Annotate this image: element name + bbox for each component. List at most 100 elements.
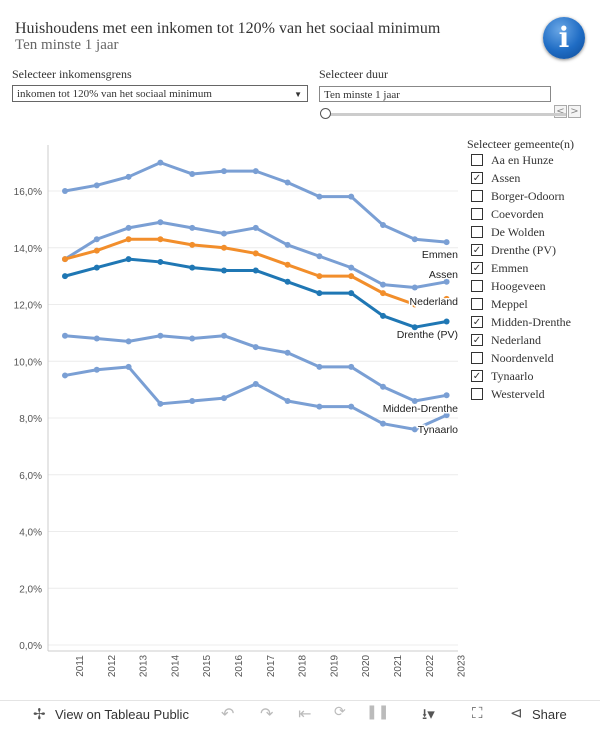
- data-point: [62, 332, 68, 339]
- duration-filter-label: Selecteer duur: [319, 67, 388, 81]
- data-point: [93, 236, 100, 243]
- checkbox[interactable]: ✓: [471, 316, 483, 328]
- income-dropdown-value: inkomen tot 120% van het sociaal minimum: [17, 88, 212, 100]
- data-point: [316, 253, 323, 260]
- page-title: Huishoudens met een inkomen tot 120% van…: [15, 20, 441, 37]
- x-tick-label: 2012: [107, 654, 118, 677]
- data-point: [284, 241, 291, 248]
- data-point: [348, 193, 355, 200]
- legend-title: Selecteer gemeente(n): [467, 137, 574, 151]
- data-point: [93, 264, 100, 271]
- data-point: [157, 219, 164, 226]
- data-point: [157, 159, 164, 166]
- series-end-label: Assen: [429, 269, 458, 281]
- undo-icon[interactable]: ↶: [221, 704, 235, 723]
- x-tick-label: 2020: [361, 654, 372, 677]
- x-tick-label: 2019: [329, 654, 340, 677]
- data-point: [252, 344, 259, 351]
- checkbox[interactable]: [471, 388, 483, 400]
- checkbox[interactable]: [471, 298, 483, 310]
- checkbox[interactable]: [471, 280, 483, 292]
- data-point: [411, 284, 418, 291]
- data-point: [157, 400, 164, 407]
- info-icon[interactable]: i: [543, 17, 585, 59]
- x-tick-label: 2021: [393, 654, 404, 677]
- y-tick-label: 12,0%: [14, 301, 42, 312]
- share-icon[interactable]: ⊲: [510, 704, 523, 722]
- data-point: [411, 397, 418, 404]
- data-point: [380, 420, 386, 427]
- income-dropdown[interactable]: inkomen tot 120% van het sociaal minimum…: [12, 85, 308, 102]
- legend-label: Tynaarlo: [491, 369, 534, 383]
- data-point: [221, 332, 227, 339]
- checkbox[interactable]: [471, 226, 483, 238]
- data-point: [62, 256, 68, 263]
- series-unlabeled-top: [62, 159, 450, 246]
- data-point: [189, 397, 196, 404]
- download-icon[interactable]: ⭳▾: [422, 705, 435, 723]
- data-point: [125, 363, 132, 370]
- checkbox[interactable]: ✓: [471, 334, 483, 346]
- series-end-label: Midden-Drenthe: [383, 403, 458, 415]
- data-point: [93, 182, 100, 189]
- share-button[interactable]: Share: [532, 707, 567, 722]
- line-chart: 0,0% 2,0% 4,0% 6,0% 8,0% 10,0% 12,0% 14,0% 16,0%…: [14, 145, 468, 677]
- refresh-icon[interactable]: ⟳: [334, 704, 346, 720]
- data-point: [252, 250, 259, 257]
- data-point: [380, 383, 386, 390]
- series-drenthe-pv: [62, 256, 450, 331]
- data-point: [411, 301, 418, 308]
- data-point: [380, 281, 386, 288]
- x-tick-label: 2022: [425, 654, 436, 677]
- data-point: [189, 170, 196, 177]
- data-point: [284, 397, 291, 404]
- checkbox[interactable]: [471, 154, 483, 166]
- duration-slider-thumb[interactable]: [320, 108, 331, 119]
- data-point: [157, 258, 164, 265]
- checkbox[interactable]: ✓: [471, 370, 483, 382]
- legend-label: Assen: [491, 171, 521, 185]
- x-tick-label: 2015: [202, 654, 213, 677]
- legend-label: Nederland: [491, 333, 541, 347]
- checkbox[interactable]: [471, 208, 483, 220]
- checkbox[interactable]: [471, 190, 483, 202]
- legend-label: Midden-Drenthe: [491, 315, 571, 329]
- data-point: [380, 290, 386, 297]
- y-tick-label: 10,0%: [14, 357, 42, 368]
- data-point: [348, 290, 355, 297]
- duration-slider-track[interactable]: [326, 113, 566, 116]
- data-point: [93, 247, 100, 254]
- fullscreen-icon[interactable]: ⛶: [472, 704, 483, 722]
- legend-label: Borger-Odoorn: [491, 189, 565, 203]
- data-point: [348, 273, 355, 280]
- data-point: [221, 395, 227, 402]
- data-point: [62, 372, 68, 379]
- series-assen: [62, 332, 450, 404]
- y-tick-label: 6,0%: [19, 471, 42, 482]
- data-point: [443, 278, 450, 285]
- data-point: [221, 168, 227, 175]
- y-tick-label: 8,0%: [19, 414, 42, 425]
- legend-label: Meppel: [491, 297, 528, 311]
- checkbox[interactable]: ✓: [471, 172, 483, 184]
- data-point: [252, 267, 259, 274]
- next-value-button[interactable]: >: [568, 105, 581, 118]
- data-point: [125, 173, 132, 180]
- x-tick-label: 2013: [139, 654, 150, 677]
- data-point: [125, 224, 132, 231]
- dropdown-arrow-icon: ▼: [294, 90, 302, 99]
- view-on-tableau-link[interactable]: View on Tableau Public: [55, 707, 189, 722]
- redo-icon[interactable]: ↷: [260, 704, 274, 723]
- checkbox[interactable]: ✓: [471, 244, 483, 256]
- data-point: [221, 267, 227, 274]
- income-filter-label: Selecteer inkomensgrens: [12, 67, 132, 81]
- data-point: [125, 256, 132, 263]
- checkbox[interactable]: [471, 352, 483, 364]
- pause-icon[interactable]: ❚❚: [366, 704, 390, 720]
- data-point: [284, 179, 291, 186]
- checkbox[interactable]: ✓: [471, 262, 483, 274]
- revert-icon[interactable]: ⇤: [298, 704, 312, 723]
- legend-label: Emmen: [491, 261, 529, 275]
- series-end-label: Nederland: [410, 296, 459, 308]
- data-point: [221, 230, 227, 237]
